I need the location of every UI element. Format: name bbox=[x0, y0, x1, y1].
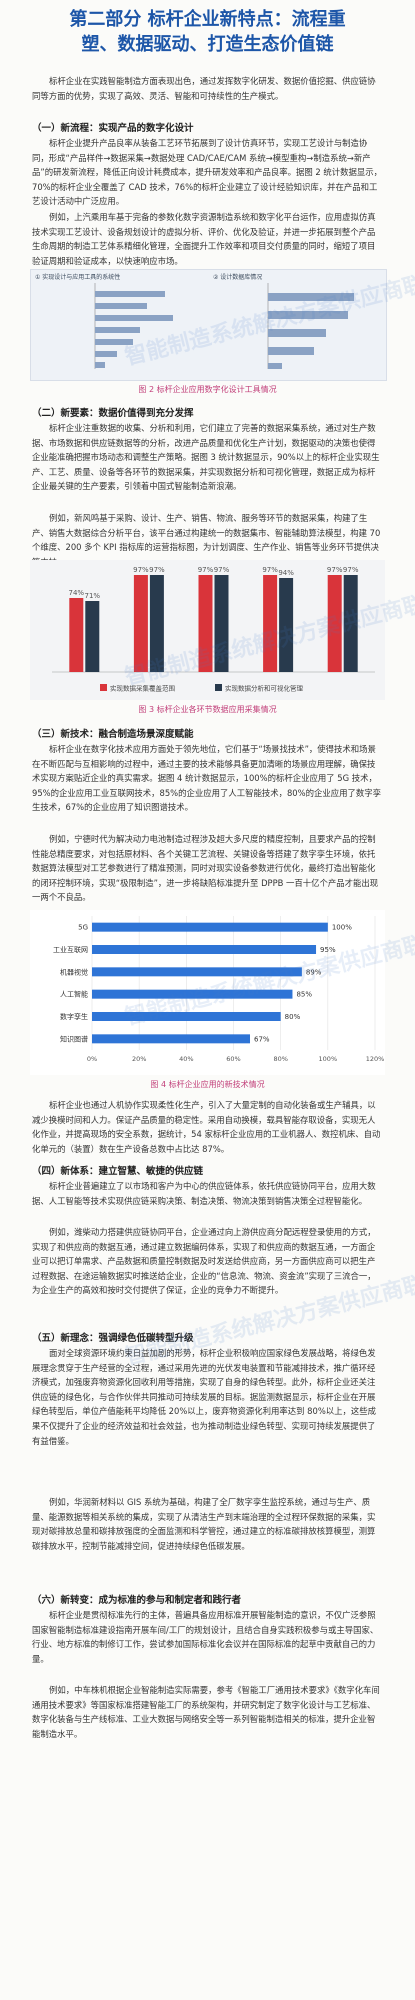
chart4-category-label: 数字孪生 bbox=[60, 1012, 88, 1021]
heading-new-process: （一）新流程：实现产品的数字化设计 bbox=[32, 123, 194, 134]
paragraph-new-transformation-2: 例如，中车株机根据企业智能制造实际需要，参考《智能工厂通用技术要求》《数字化车间… bbox=[32, 1685, 380, 1739]
paragraph-new-elements-1: 标杆企业注重数据的收集、分析和利用，它们建立了完善的数据采集系统，通过对生产数据… bbox=[32, 423, 380, 492]
chart3-data-label: 74% bbox=[69, 589, 85, 597]
chart3-bar bbox=[327, 575, 342, 672]
chart3-bar bbox=[69, 598, 84, 672]
chart3-data-label: 97% bbox=[343, 566, 359, 574]
figure-2-left-title: ① 实现设计与应用工具的系统性 bbox=[35, 274, 121, 281]
chart4-category-label: 5G bbox=[78, 924, 88, 932]
chart3-legend-swatch bbox=[215, 684, 222, 691]
chart4-data-label: 67% bbox=[254, 1035, 270, 1043]
chart3-data-label: 97% bbox=[149, 566, 165, 574]
chart4-category-label: 工业互联网 bbox=[53, 945, 88, 954]
chart4-category-label: 知识图谱 bbox=[60, 1034, 88, 1043]
chart4-category-label: 人工智能 bbox=[60, 990, 88, 999]
figure-2-right-chart bbox=[267, 283, 354, 369]
figure-3-bar-chart: 74% 71%97% 97% 97% 97% 97% 94% 97% 97%实现数据采集覆盖范围… bbox=[52, 566, 375, 693]
figure-3: 74% 71% 97% 97% 97% 97% 97% 94% 97% 97% 实现数据采集覆盖范围… bbox=[30, 560, 385, 700]
paragraph-new-system-2: 例如，潍柴动力搭建供应链协同平台，企业通过向上游供应商分配远程登录使用的方式，实… bbox=[32, 1227, 376, 1296]
chart4-x-tick-label: 80% bbox=[273, 1055, 287, 1063]
chart4-data-label: 100% bbox=[332, 924, 352, 932]
figure-2-left-chart bbox=[94, 283, 173, 369]
chart3-bar bbox=[85, 601, 100, 672]
chart4-x-tick-label: 120% bbox=[366, 1055, 385, 1063]
paragraph-new-transformation-1: 标杆企业是贯彻标准先行的主体，普遍具备应用标准开展智能制造的意识，不仅广泛参照国… bbox=[32, 1610, 379, 1664]
heading-new-elements: （二）新要素：数据价值得到充分发挥 bbox=[32, 408, 194, 419]
paragraph-automation: 标杆企业也通过人机协作实现柔性化生产，引入了大量定制的自动化装备或生产辅具，以减… bbox=[32, 1100, 381, 1154]
chart4-bar bbox=[92, 1034, 251, 1044]
chart3-data-label: 97% bbox=[198, 566, 214, 574]
paragraph-new-concept-2: 例如，华润新材料以 GIS 系统为基础，构建了全厂数字孪生监控系统，通过与生产、… bbox=[32, 1497, 376, 1551]
chart3-legend-label: 实现数据采集覆盖范围 bbox=[110, 684, 175, 693]
section-title-line1: 第二部分 标杆企业新特点：流程重 bbox=[69, 9, 346, 30]
chart4-bar bbox=[92, 922, 328, 932]
intro-paragraph: 标杆企业在实践智能制造方面表现出色，通过发挥数字化研发、数据价值挖掘、供应链协同… bbox=[32, 76, 376, 101]
chart4-data-label: 95% bbox=[320, 946, 336, 954]
chart3-bar bbox=[343, 575, 358, 672]
chart4-data-label: 89% bbox=[306, 968, 322, 976]
figure-2: ① 实现设计与应用工具的系统性 ② 设计数据库情况 bbox=[30, 269, 387, 381]
chart4-bar bbox=[92, 945, 317, 954]
chart3-bar bbox=[279, 578, 294, 672]
figure-2-caption: 图 2 标杆企业应用数字化设计工具情况 bbox=[138, 385, 277, 394]
chart3-data-label: 97% bbox=[214, 566, 230, 574]
chart3-data-label: 71% bbox=[85, 592, 101, 600]
section-title-line2: 塑、数据驱动、打造生态价值链 bbox=[81, 34, 334, 55]
chart4-data-label: 80% bbox=[285, 1013, 301, 1021]
figure-2-right-title: ② 设计数据库情况 bbox=[213, 274, 263, 281]
chart3-legend-label: 实现数据分析和可视化管理 bbox=[225, 684, 304, 693]
chart3-data-label: 97% bbox=[327, 566, 343, 574]
chart4-data-label: 85% bbox=[296, 991, 312, 999]
chart4-x-tick-label: 0% bbox=[87, 1055, 97, 1063]
chart3-bar bbox=[263, 575, 278, 672]
chart4-bar bbox=[92, 989, 293, 999]
chart4-bar bbox=[92, 967, 302, 977]
chart3-data-label: 94% bbox=[278, 569, 294, 577]
chart3-bar bbox=[214, 575, 229, 672]
heading-new-technology: （三）新技术：融合制造场景深度赋能 bbox=[32, 729, 194, 740]
chart4-x-tick-label: 40% bbox=[179, 1055, 193, 1063]
chart4-category-label: 机器视觉 bbox=[60, 967, 88, 976]
chart4-x-tick-label: 20% bbox=[132, 1055, 146, 1063]
figure-3-caption: 图 3 标杆企业各环节数据应用采集情况 bbox=[138, 705, 277, 714]
chart4-x-tick-label: 60% bbox=[226, 1055, 240, 1063]
chart3-bar bbox=[198, 575, 213, 672]
heading-new-concept: （五）新理念：强调绿色低碳转型升级 bbox=[32, 1333, 194, 1344]
chart3-data-label: 97% bbox=[262, 566, 278, 574]
paragraph-new-process-2: 例如，上汽乘用车基于完备的参数化数字资源制造系统和数字化平台运作，应用虚拟仿真技… bbox=[32, 212, 376, 266]
paragraph-new-process-1: 标杆企业提升产品良率从装备工艺环节拓展到了设计仿真环节，实现工艺设计与制造协同，… bbox=[32, 138, 382, 207]
chart3-data-label: 97% bbox=[133, 566, 149, 574]
figure-4: 0% 20% 40% 60% 80% 100% 120% 5G 100% 工业互联网 95% 机器视觉… bbox=[30, 910, 385, 1075]
chart3-legend-swatch bbox=[100, 684, 107, 691]
figure-4-bar-chart: 0% 20% 40% 60% 80% 100% 120% 5G 100% 工业互联网 95% 机器视觉… bbox=[53, 916, 385, 1063]
chart3-bar bbox=[149, 575, 164, 672]
paragraph-new-technology-2: 例如，宁德时代为解决动力电池制造过程涉及超大多尺度的精度控制，且要求产品的控制性… bbox=[32, 834, 379, 903]
paragraph-new-technology-1: 标杆企业在数字化技术应用方面处于领先地位，它们基于“场景找技术”，使得技术和场景… bbox=[32, 744, 381, 813]
chart4-x-tick-label: 100% bbox=[319, 1055, 338, 1063]
paragraph-new-concept-1: 面对全球资源环境约束日益加剧的形势，标杆企业积极响应国家绿色发展战略，将绿色发展… bbox=[32, 1348, 377, 1446]
figure-4-caption: 图 4 标杆企业应用的新技术情况 bbox=[150, 1080, 265, 1089]
chart3-bar bbox=[133, 575, 148, 672]
paragraph-new-system-1: 标杆企业普遍建立了以市场和客户为中心的供应链体系，依托供应链协同平台，应用大数据… bbox=[32, 1181, 376, 1206]
heading-new-system: （四）新体系：建立智慧、敏捷的供应链 bbox=[32, 1166, 204, 1177]
heading-new-transformation: （六）新转变：成为标准的参与和制定者和践行者 bbox=[32, 1595, 242, 1606]
chart4-bar bbox=[92, 1012, 281, 1021]
